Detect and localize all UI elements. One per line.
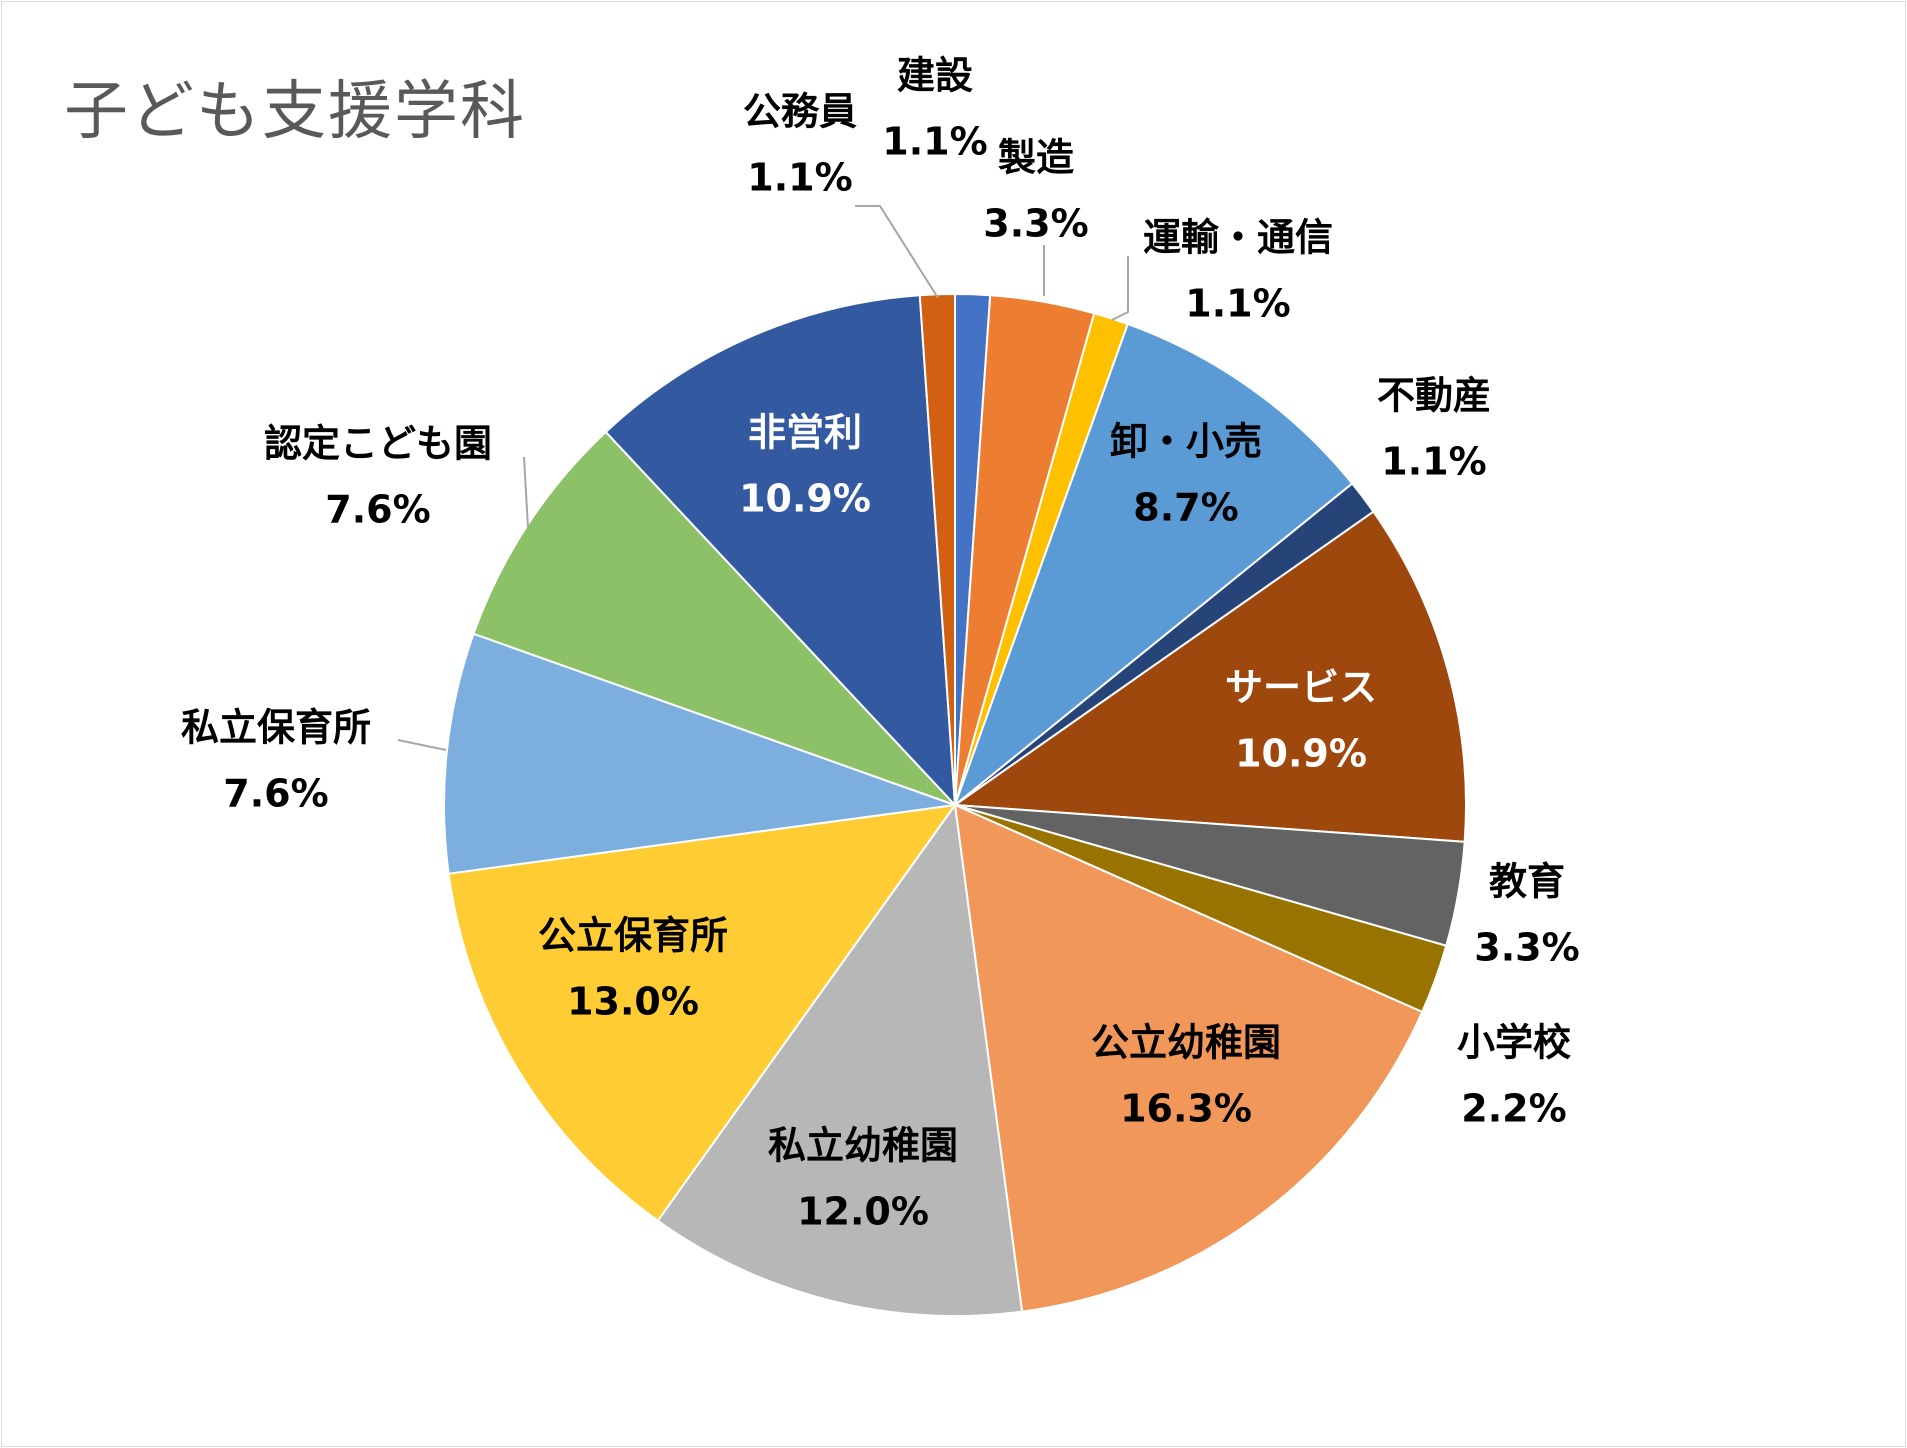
data-label: 不動産 1.1% xyxy=(1377,374,1491,484)
slice-value-label: 2.2% xyxy=(1461,1087,1566,1131)
slice-value-label: 1.1% xyxy=(1185,282,1290,326)
slice-label: サービス xyxy=(1225,666,1377,710)
data-label: 認定こども園 7.6% xyxy=(264,422,492,532)
slice-value-label: 7.6% xyxy=(223,772,328,816)
pie-slice xyxy=(952,322,1354,809)
slice-label: 公務員 xyxy=(743,90,857,134)
data-label: 非営利 10.9% xyxy=(739,411,871,521)
pie-slice xyxy=(656,802,1024,1317)
data-label: 製造 3.3% xyxy=(983,136,1088,246)
pie-slices xyxy=(443,292,1467,1317)
pie-slice xyxy=(447,803,958,1223)
slice-label: 私立保育所 xyxy=(181,706,371,750)
data-label: 私立保育所 7.6% xyxy=(181,706,371,816)
slice-label: 卸・小売 xyxy=(1110,420,1262,464)
slice-label: 不動産 xyxy=(1377,374,1491,418)
slice-label: 認定こども園 xyxy=(264,422,492,466)
leader-line xyxy=(397,739,447,751)
slice-value-label: 1.1% xyxy=(1381,440,1486,484)
slice-value-label: 1.1% xyxy=(747,156,852,200)
data-label: 教育 3.3% xyxy=(1474,860,1579,970)
pie-slice xyxy=(443,632,956,875)
data-label: 卸・小売 8.7% xyxy=(1110,420,1262,530)
slice-value-label: 1.1% xyxy=(882,120,987,164)
pie-slice xyxy=(918,292,956,806)
slice-label: 運輸・通信 xyxy=(1143,216,1333,260)
chart-title: 子ども支援学科 xyxy=(64,75,526,149)
slice-label: 非営利 xyxy=(748,411,862,455)
data-label: 公務員 1.1% xyxy=(743,90,857,200)
pie-slice xyxy=(953,803,1424,1313)
data-label: 公立保育所 13.0% xyxy=(538,914,728,1024)
slice-label: 私立幼稚園 xyxy=(768,1124,958,1168)
pie-slice xyxy=(952,510,1467,843)
slice-label: 製造 xyxy=(998,136,1074,180)
leader-line xyxy=(855,205,939,299)
slice-value-label: 3.3% xyxy=(983,202,1088,246)
slice-value-label: 7.6% xyxy=(325,488,430,532)
leader-line xyxy=(523,456,529,529)
slice-label: 建設 xyxy=(897,54,973,98)
leader-line xyxy=(1111,256,1129,321)
slice-label: 公立保育所 xyxy=(538,914,728,958)
slice-value-label: 13.0% xyxy=(567,980,699,1024)
data-label: サービス 10.9% xyxy=(1225,666,1377,776)
slice-value-label: 10.9% xyxy=(1235,732,1367,776)
data-label: 公立幼稚園 16.3% xyxy=(1091,1021,1281,1131)
pie-slice xyxy=(604,294,957,808)
data-label: 私立幼稚園 12.0% xyxy=(768,1124,958,1234)
data-label: 建設 1.1% xyxy=(882,54,987,164)
slice-label: 小学校 xyxy=(1457,1021,1571,1065)
slice-label: 教育 xyxy=(1489,860,1565,904)
slice-value-label: 16.3% xyxy=(1120,1087,1252,1131)
data-label: 小学校 2.2% xyxy=(1457,1021,1571,1131)
data-label: 運輸・通信 1.1% xyxy=(1143,216,1333,326)
slice-label: 公立幼稚園 xyxy=(1091,1021,1281,1065)
slice-value-label: 3.3% xyxy=(1474,926,1579,970)
slice-value-label: 10.9% xyxy=(739,477,871,521)
slice-value-label: 8.7% xyxy=(1133,486,1238,530)
slice-value-label: 12.0% xyxy=(797,1190,929,1234)
